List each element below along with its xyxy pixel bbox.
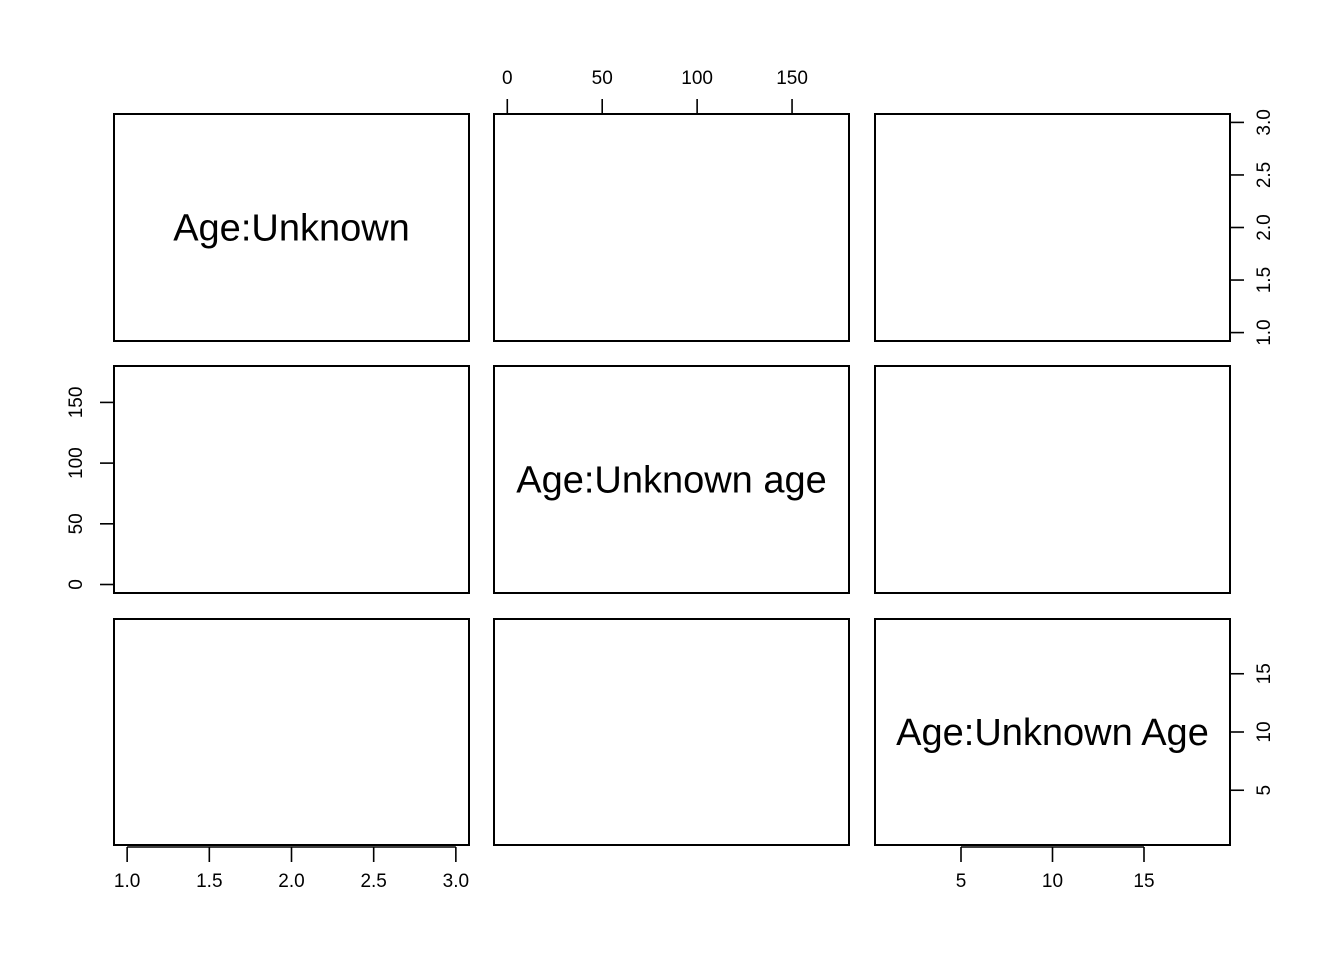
diagonal-label-age-unknown-age: Age:Unknown Age (896, 712, 1209, 754)
panel-3-1 (113, 618, 470, 846)
y-tick-label: 50 (66, 513, 87, 534)
x-tick-label: 5 (956, 871, 967, 892)
diagonal-label-age-unknown: Age:Unknown (173, 208, 410, 250)
x-tick-label: 100 (681, 68, 713, 89)
x-tick-label: 150 (776, 68, 808, 89)
x-tick-label: 15 (1133, 871, 1154, 892)
x-tick-label: 3.0 (443, 871, 469, 892)
y-tick-label: 3.0 (1254, 109, 1275, 135)
x-tick-label: 10 (1042, 871, 1063, 892)
y-tick-label: 1.0 (1254, 319, 1275, 345)
x-tick-label: 50 (592, 68, 613, 89)
panel-3-2 (493, 618, 850, 846)
x-tick-label: 1.5 (196, 871, 222, 892)
diagonal-label-age-unknown-age: Age:Unknown age (516, 460, 827, 502)
panel-2-3 (874, 365, 1231, 594)
panel-1-2 (493, 113, 850, 342)
y-tick-label: 2.5 (1254, 162, 1275, 188)
y-tick-label: 10 (1254, 721, 1275, 742)
y-tick-label: 100 (66, 447, 87, 479)
panel-1-3 (874, 113, 1231, 342)
x-tick-label: 1.0 (114, 871, 140, 892)
y-tick-label: 15 (1254, 663, 1275, 684)
y-tick-label: 1.5 (1254, 267, 1275, 293)
y-tick-label: 0 (66, 579, 87, 590)
y-tick-label: 150 (66, 387, 87, 419)
panel-2-1 (113, 365, 470, 594)
x-tick-label: 0 (502, 68, 513, 89)
x-tick-label: 2.0 (278, 871, 304, 892)
y-tick-label: 5 (1254, 785, 1275, 796)
y-tick-label: 2.0 (1254, 214, 1275, 240)
x-tick-label: 2.5 (360, 871, 386, 892)
panel-2-2 (493, 365, 850, 594)
panel-1-1 (113, 113, 470, 342)
